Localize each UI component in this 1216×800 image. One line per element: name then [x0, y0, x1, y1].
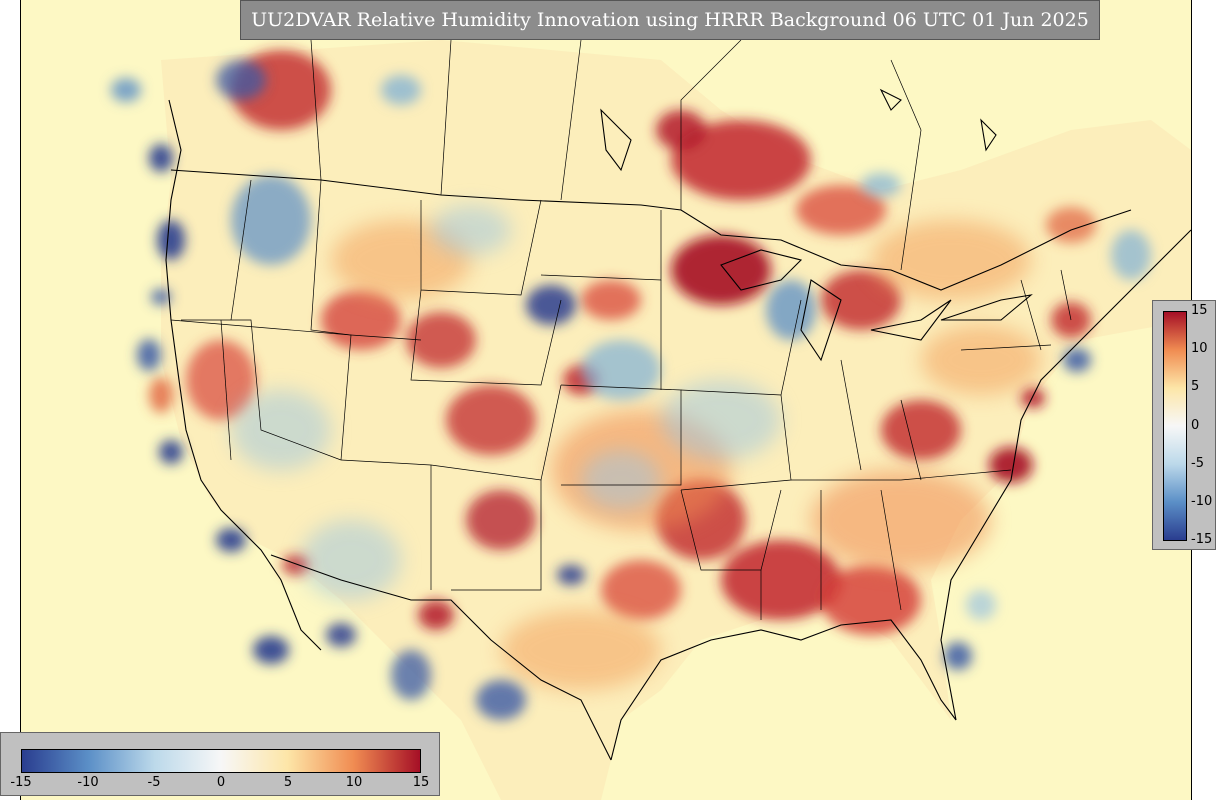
boundaries	[165, 88, 1191, 761]
vertical-tick-10: 10	[1191, 341, 1208, 356]
coastline-west	[165, 99, 322, 651]
east-coast	[940, 229, 1191, 721]
canada-lakes	[600, 88, 997, 172]
horizontal-tick-neg15: -15	[10, 775, 32, 790]
great-lakes	[720, 249, 1033, 362]
horizontal-tick-10: 10	[345, 775, 363, 790]
vertical-tick-neg5: -5	[1191, 456, 1204, 471]
horizontal-tick-0: 0	[216, 775, 226, 790]
us-canada-border	[170, 169, 1132, 291]
horizontal-tick-neg10: -10	[77, 775, 99, 790]
vertical-tick-5: 5	[1191, 379, 1200, 394]
horizontal-tick-neg5: -5	[147, 775, 161, 790]
vertical-tick-neg15: -15	[1191, 532, 1213, 547]
humidity-innovation-map[interactable]	[21, 0, 1191, 800]
state-lines	[170, 179, 1072, 620]
vertical-colorbar-gradient	[1163, 311, 1187, 541]
gulf-coast	[610, 619, 957, 761]
vertical-tick-15: 15	[1191, 303, 1208, 318]
canada-province-lines	[310, 39, 922, 271]
map-frame[interactable]	[20, 0, 1192, 800]
weak-negative-anomalies	[231, 205, 781, 600]
horizontal-colorbar-gradient	[21, 749, 421, 773]
positive-anomalies	[149, 50, 1096, 635]
map-title: UU2DVAR Relative Humidity Innovation usi…	[240, 0, 1100, 40]
horizontal-tick-15: 15	[412, 775, 430, 790]
horizontal-tick-5: 5	[283, 775, 293, 790]
horizontal-colorbar: -15 -10 -5 0 5 10 15	[0, 732, 440, 796]
vertical-colorbar: 15 10 5 0 -5 -10 -15	[1152, 300, 1216, 550]
vertical-tick-neg10: -10	[1191, 494, 1213, 509]
negative-anomalies	[111, 60, 1151, 720]
vertical-tick-0: 0	[1191, 418, 1200, 433]
us-mexico-border	[270, 554, 612, 761]
